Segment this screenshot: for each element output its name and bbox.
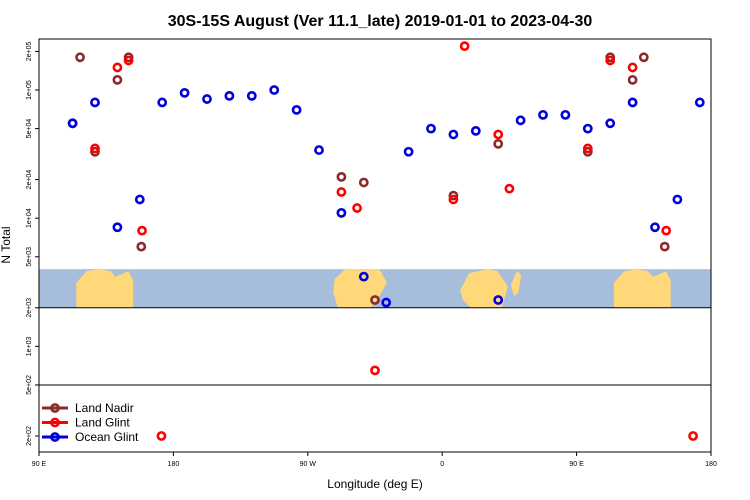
point-land-glint — [661, 225, 672, 236]
x-tick-label: 90 E — [32, 461, 47, 468]
x-tick-label: 180 — [168, 461, 180, 468]
y-tick-label: 2e+02 — [26, 426, 33, 446]
point-land-nadir — [448, 190, 459, 201]
y-tick-label: 5e+04 — [26, 119, 33, 139]
legend-label-ocean-glint: Ocean Glint — [75, 430, 139, 444]
point-land-glint — [336, 187, 347, 197]
point-land-nadir — [370, 295, 380, 305]
point-ocean-glint — [314, 145, 324, 155]
background-map — [39, 269, 711, 308]
point-land-glint — [688, 431, 698, 441]
y-tick-label: 2e+04 — [26, 170, 33, 190]
legend-marker-ocean-glint — [50, 432, 60, 442]
point-land-glint — [156, 431, 167, 441]
point-land-glint — [112, 62, 123, 73]
point-land-glint — [493, 129, 504, 140]
point-ocean-glint — [112, 222, 123, 233]
land-australia-2 — [613, 269, 671, 308]
point-ocean-glint — [381, 297, 392, 308]
point-land-glint — [504, 183, 515, 194]
point-ocean-glint — [448, 129, 459, 140]
point-ocean-glint — [90, 97, 100, 108]
point-land-nadir — [112, 74, 123, 85]
x-tick-label: 180 — [705, 461, 717, 468]
point-land-glint — [582, 143, 593, 154]
point-ocean-glint — [538, 109, 548, 120]
legend-marker-land-nadir — [50, 403, 60, 413]
point-ocean-glint — [358, 271, 369, 282]
point-ocean-glint — [650, 222, 660, 233]
point-land-glint — [605, 55, 616, 66]
point-ocean-glint — [134, 194, 145, 205]
point-ocean-glint — [224, 90, 235, 101]
y-tick-label: 1e+04 — [26, 208, 33, 228]
point-ocean-glint — [672, 194, 683, 205]
point-ocean-glint — [627, 97, 638, 108]
land-south-america — [333, 269, 387, 308]
land-madagascar — [510, 271, 522, 297]
point-ocean-glint — [67, 118, 78, 129]
point-land-glint — [123, 55, 134, 66]
point-ocean-glint — [179, 87, 190, 98]
point-ocean-glint — [605, 118, 616, 129]
point-land-glint — [459, 41, 470, 52]
y-axis-label: N Total — [0, 226, 13, 263]
point-land-glint — [137, 225, 147, 236]
x-tick-label: 90 E — [569, 461, 584, 468]
x-axis-label: Longitude (deg E) — [327, 477, 422, 491]
y-tick-label: 1e+03 — [26, 336, 33, 356]
point-land-nadir — [136, 241, 147, 252]
x-tick-label: 90 W — [300, 461, 317, 468]
point-land-nadir — [75, 52, 85, 63]
point-ocean-glint — [515, 115, 526, 126]
point-ocean-glint — [403, 146, 414, 157]
legend-label-land-nadir: Land Nadir — [75, 401, 134, 415]
point-land-nadir — [336, 171, 347, 182]
point-land-glint — [627, 62, 638, 73]
point-land-nadir — [638, 52, 649, 63]
point-land-nadir — [358, 177, 369, 188]
point-land-glint — [352, 203, 362, 213]
point-ocean-glint — [246, 90, 257, 101]
axes: 90 E 180 90 W 0 90 E 180 2e+02 5e+02 1e+03 2e+03 5… — [26, 41, 717, 468]
plot-frame — [38, 38, 712, 453]
point-land-glint — [370, 365, 380, 376]
y-tick-label: 5e+02 — [26, 375, 33, 395]
point-land-glint — [448, 194, 459, 205]
point-ocean-glint — [470, 125, 481, 136]
point-ocean-glint — [291, 104, 302, 115]
land-australia-1 — [76, 269, 134, 308]
point-ocean-glint — [694, 97, 705, 108]
chart-title: 30S-15S August (Ver 11.1_late) 2019-01-0… — [168, 13, 593, 30]
point-ocean-glint — [582, 123, 593, 134]
legend-label-land-glint: Land Glint — [75, 416, 130, 430]
point-land-nadir — [493, 138, 504, 149]
y-tick-label: 5e+03 — [26, 247, 33, 267]
x-tick-label: 0 — [440, 461, 444, 468]
point-land-nadir — [659, 241, 670, 252]
y-tick-label: 2e+05 — [26, 41, 33, 61]
y-tick-label: 2e+03 — [26, 298, 33, 318]
point-land-glint — [90, 143, 100, 154]
point-ocean-glint — [336, 207, 347, 218]
point-ocean-glint — [269, 85, 280, 95]
point-ocean-glint — [560, 109, 571, 120]
data-points — [67, 41, 705, 441]
point-ocean-glint — [202, 94, 212, 104]
y-tick-label: 1e+05 — [26, 80, 33, 100]
point-ocean-glint — [157, 97, 168, 108]
plot-border — [38, 38, 712, 453]
point-ocean-glint — [493, 295, 504, 305]
point-land-nadir — [627, 74, 638, 85]
legend-marker-land-glint — [50, 417, 60, 428]
point-ocean-glint — [426, 123, 436, 134]
